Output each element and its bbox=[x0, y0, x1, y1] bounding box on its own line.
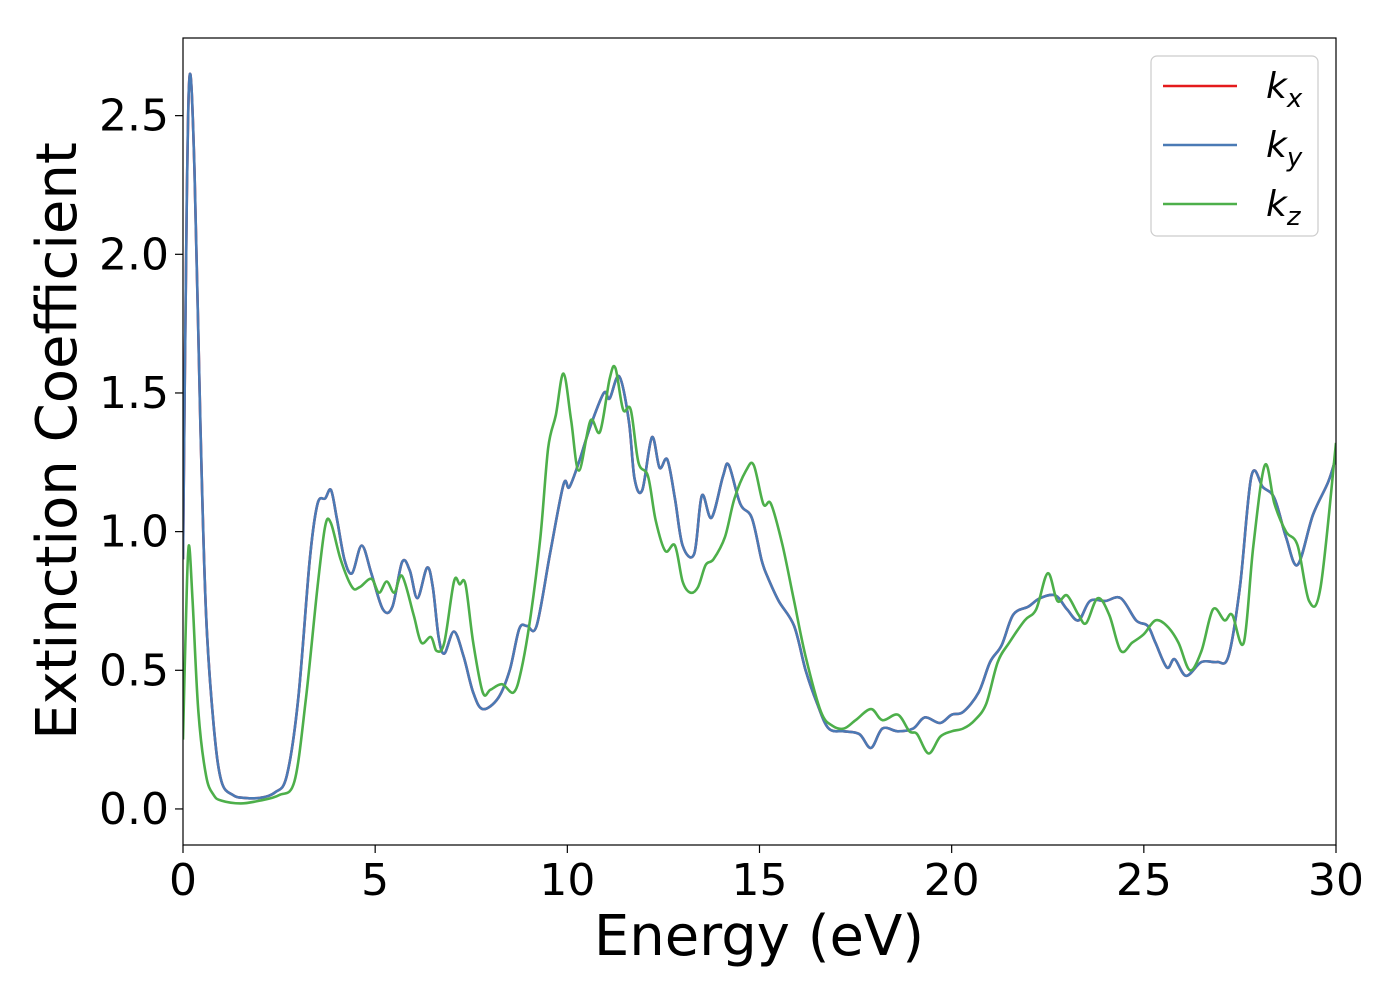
plot-frame bbox=[182, 37, 1337, 846]
y-tick-label: 0.5 bbox=[99, 645, 169, 696]
x-tick-label: 20 bbox=[924, 855, 980, 906]
y-tick-label: 2.5 bbox=[99, 91, 169, 142]
plot-lines bbox=[183, 72, 1336, 805]
legend-label-z: kz bbox=[1266, 184, 1302, 232]
legend-label-y: ky bbox=[1266, 125, 1303, 173]
x-axis-title: Energy (eV) bbox=[594, 904, 924, 969]
legend: kx ky kz bbox=[1150, 55, 1319, 237]
x-axis-ticks: 0 5 10 15 20 25 30 bbox=[169, 845, 1364, 906]
y-axis-ticks: 0.0 0.5 1.0 1.5 2.0 2.5 bbox=[99, 91, 183, 835]
x-tick-label: 5 bbox=[361, 855, 389, 906]
y-tick-label: 0.0 bbox=[99, 784, 169, 835]
legend-label-x: kx bbox=[1266, 66, 1303, 114]
y-tick-label: 1.0 bbox=[99, 507, 169, 558]
x-tick-label: 10 bbox=[539, 855, 595, 906]
y-tick-label: 2.0 bbox=[99, 229, 169, 280]
series-line-z bbox=[183, 364, 1336, 805]
y-axis-title: Extinction Coefficient bbox=[25, 142, 90, 740]
series-line-y bbox=[183, 72, 1336, 800]
x-tick-label: 25 bbox=[1116, 855, 1172, 906]
x-tick-label: 0 bbox=[169, 855, 197, 906]
y-tick-label: 1.5 bbox=[99, 368, 169, 419]
x-tick-label: 15 bbox=[732, 855, 788, 906]
x-tick-label: 30 bbox=[1308, 855, 1364, 906]
